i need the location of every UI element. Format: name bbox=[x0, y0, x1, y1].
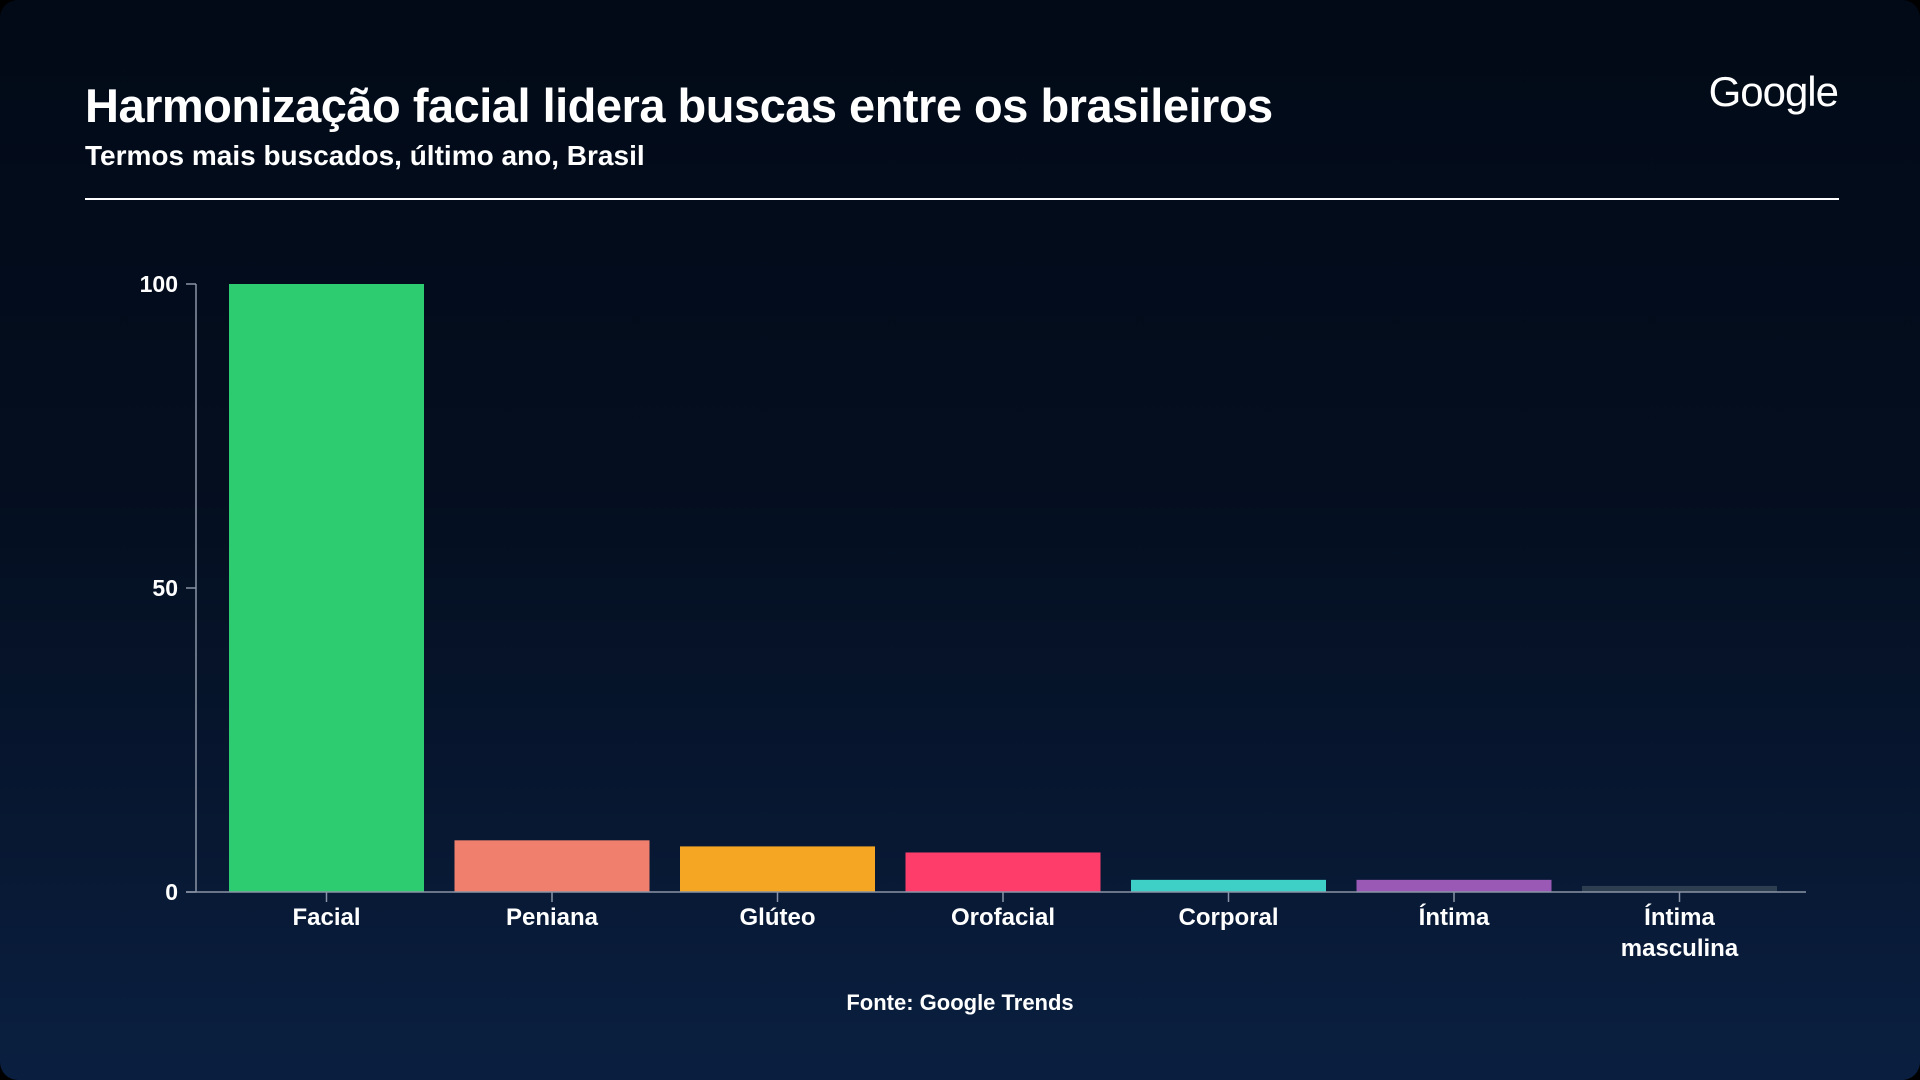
bar-orofacial bbox=[905, 852, 1101, 892]
source-note: Fonte: Google Trends bbox=[846, 990, 1074, 1015]
y-tick-label-0: 0 bbox=[165, 879, 178, 905]
header-divider bbox=[85, 198, 1839, 200]
google-logo: Google bbox=[1708, 68, 1839, 115]
x-tick-label: Íntima bbox=[1644, 903, 1715, 931]
bar-corporal bbox=[1131, 879, 1326, 892]
chart-title: Harmonização facial lidera buscas entre … bbox=[85, 79, 1273, 132]
bar-intima bbox=[1356, 879, 1552, 892]
bar-facial bbox=[229, 284, 424, 892]
bar-peniana bbox=[454, 840, 650, 892]
x-tick-label: masculina bbox=[1621, 935, 1739, 962]
y-tick-label-50: 50 bbox=[152, 575, 178, 601]
chart-subtitle: Termos mais buscados, último ano, Brasil bbox=[85, 140, 645, 171]
x-tick-label: Orofacial bbox=[951, 904, 1055, 931]
x-tick-label: Peniana bbox=[506, 904, 599, 931]
x-tick-label: Corporal bbox=[1178, 904, 1278, 931]
x-tick-label: Facial bbox=[292, 904, 360, 931]
x-tick-label: Glúteo bbox=[740, 904, 816, 931]
y-tick-label-100: 100 bbox=[140, 271, 178, 297]
bar-intima-masculina bbox=[1582, 885, 1777, 892]
bar-gluteo bbox=[680, 846, 875, 892]
x-tick-label: Íntima bbox=[1419, 903, 1490, 931]
